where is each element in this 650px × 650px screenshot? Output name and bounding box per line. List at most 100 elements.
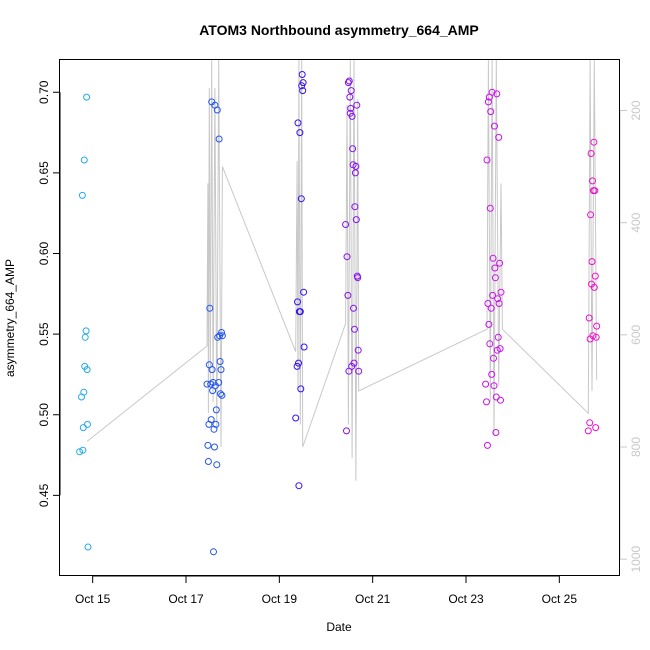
data-point <box>350 359 358 367</box>
data-point <box>213 461 221 469</box>
data-point <box>584 427 592 435</box>
data-point <box>215 135 223 143</box>
data-point <box>492 429 500 436</box>
data-point <box>342 221 350 228</box>
data-point <box>487 108 495 116</box>
data-point <box>488 370 496 378</box>
data-point <box>352 216 360 224</box>
right-y-tick-label: 1000 <box>629 546 643 573</box>
data-point <box>83 93 91 101</box>
data-point <box>587 150 595 157</box>
data-point <box>495 300 503 307</box>
data-point <box>76 448 84 456</box>
data-point <box>592 424 600 432</box>
right-y-tick-label: 600 <box>629 324 643 344</box>
data-point <box>217 366 225 374</box>
data-point <box>496 259 504 267</box>
data-point <box>585 314 593 322</box>
data-point <box>207 416 215 424</box>
data-point <box>491 122 498 130</box>
data-point <box>591 187 599 195</box>
data-point <box>490 382 498 390</box>
data-point <box>79 424 87 432</box>
scatter-series-3 <box>292 71 308 490</box>
data-point <box>206 304 214 312</box>
data-point <box>490 354 497 362</box>
secondary-series-line <box>86 59 598 481</box>
data-point <box>347 87 355 95</box>
y-tick-label: 0.65 <box>37 161 51 185</box>
secondary-line-layer <box>86 59 598 481</box>
data-point <box>489 291 497 299</box>
data-point <box>218 391 226 399</box>
data-point <box>351 325 358 333</box>
data-point <box>592 333 600 341</box>
data-point <box>587 211 595 219</box>
data-point <box>484 98 492 106</box>
y-tick-label: 0.45 <box>37 483 51 507</box>
data-point <box>486 204 494 212</box>
data-point <box>343 427 350 435</box>
data-point <box>214 333 222 341</box>
data-point <box>296 129 304 137</box>
data-point <box>295 359 302 367</box>
data-point <box>344 291 352 299</box>
y-tick-label: 0.60 <box>37 241 51 265</box>
scatter-series-6 <box>584 138 601 435</box>
x-axis-label: Date <box>326 620 352 634</box>
x-tick-label: Oct 21 <box>355 592 391 606</box>
data-point <box>213 106 221 114</box>
y-tick-label: 0.70 <box>37 80 51 104</box>
data-point <box>210 548 217 556</box>
data-point <box>593 322 601 330</box>
data-point <box>295 482 303 490</box>
data-point <box>348 112 356 120</box>
data-point <box>212 420 220 428</box>
data-point <box>293 362 301 370</box>
axes-layer: 0.45 0.50 0.55 0.60 0.65 0.70 Oct 15 Oct 17 Oct … <box>37 80 643 606</box>
data-point <box>496 345 504 353</box>
data-point <box>484 300 492 307</box>
data-point <box>345 77 353 85</box>
data-point <box>292 414 300 422</box>
data-point <box>491 264 499 272</box>
data-point <box>84 420 91 428</box>
data-point <box>298 71 306 78</box>
data-point <box>347 104 355 112</box>
y-tick-label: 0.50 <box>37 403 51 427</box>
data-point <box>354 346 362 354</box>
data-point <box>79 446 87 454</box>
data-point <box>211 443 218 451</box>
data-point <box>494 333 502 341</box>
y-tick-label: 0.55 <box>37 322 51 346</box>
data-point <box>78 191 86 199</box>
data-point <box>218 332 226 340</box>
x-tick-label: Oct 25 <box>542 592 578 606</box>
data-point <box>488 88 496 96</box>
data-point <box>346 93 354 101</box>
right-y-tick-label: 400 <box>629 212 643 232</box>
data-point <box>212 406 220 414</box>
scatter-series-4 <box>342 77 363 435</box>
data-point <box>589 177 596 185</box>
data-point <box>204 441 212 449</box>
data-point <box>493 90 501 98</box>
data-point <box>217 390 224 398</box>
data-point <box>586 419 594 427</box>
data-point <box>298 82 306 90</box>
data-point <box>353 101 361 109</box>
right-y-tick-label: 200 <box>629 100 643 120</box>
data-point <box>355 367 363 375</box>
data-point <box>216 358 224 365</box>
data-point <box>487 304 495 312</box>
data-point <box>84 543 92 551</box>
data-point <box>589 332 597 340</box>
data-point <box>491 274 499 282</box>
data-point <box>204 458 212 465</box>
data-point <box>485 320 493 328</box>
chart-title: ATOM3 Northbound asymmetry_664_AMP <box>199 22 479 38</box>
data-point <box>300 343 308 351</box>
data-point <box>299 87 307 95</box>
data-point <box>484 441 491 449</box>
